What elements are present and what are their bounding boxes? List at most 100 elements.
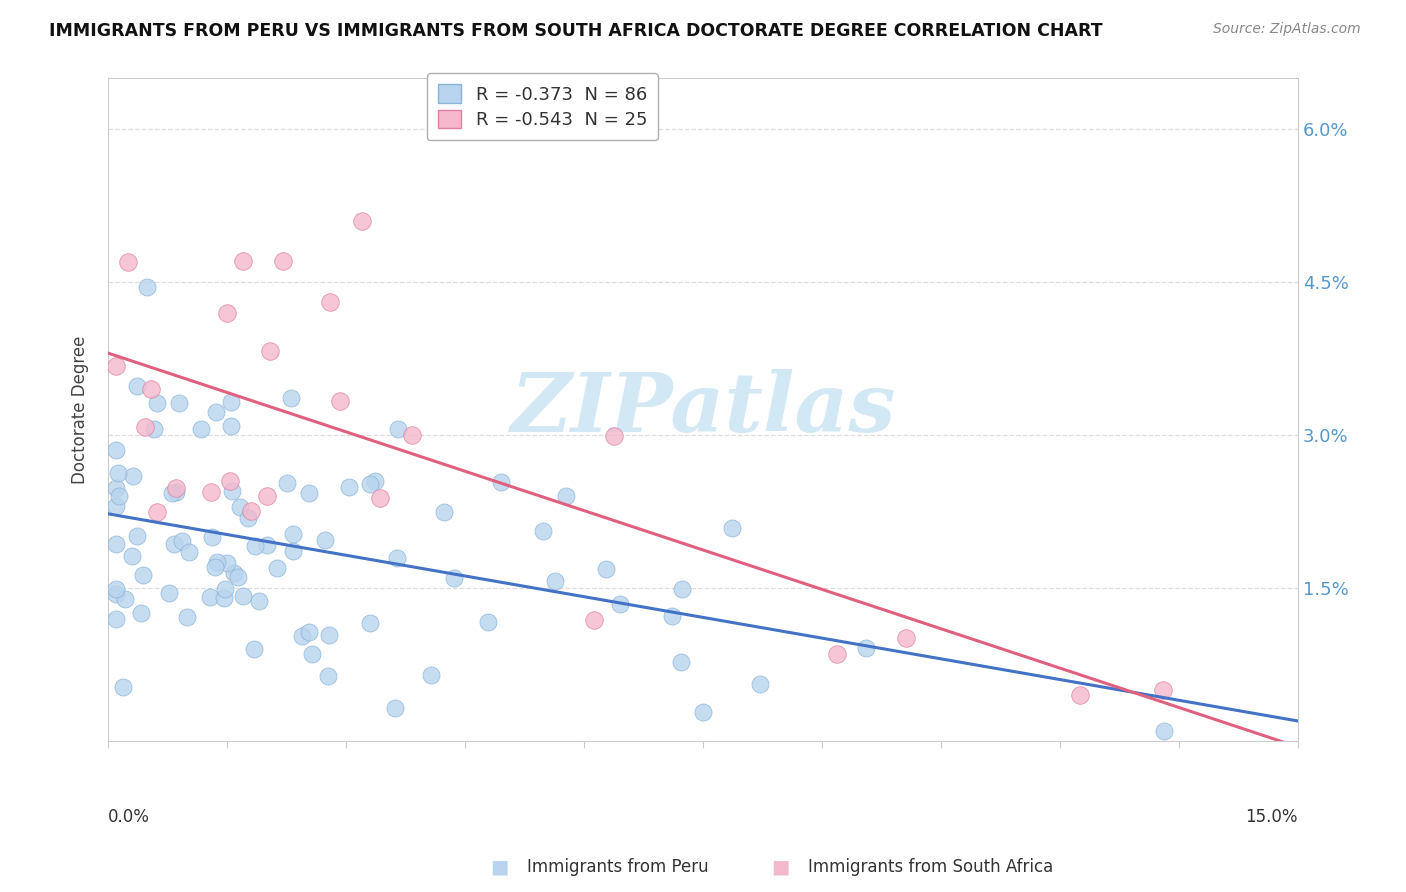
Point (121, 469, 143, 483)
Point (157, 586, 180, 600)
Point (669, 656, 692, 670)
Point (236, 511, 259, 525)
Point (165, 484, 187, 499)
Point (276, 475, 298, 490)
Point (259, 344, 281, 359)
Point (350, 213, 373, 227)
Point (215, 556, 238, 570)
Text: 0.0%: 0.0% (108, 807, 150, 826)
Point (894, 631, 917, 645)
Point (239, 504, 262, 518)
Point (139, 382, 162, 396)
Point (247, 594, 270, 608)
Text: ■: ■ (770, 857, 790, 877)
Text: ■: ■ (489, 857, 509, 877)
Point (219, 474, 242, 488)
Point (104, 582, 127, 596)
Point (127, 378, 149, 392)
Point (177, 545, 200, 559)
Point (146, 395, 169, 409)
Point (143, 422, 166, 436)
Point (232, 254, 254, 268)
Point (384, 701, 406, 715)
Point (419, 668, 441, 682)
Point (107, 467, 129, 481)
Point (491, 475, 513, 489)
Point (108, 489, 131, 503)
Point (214, 591, 236, 605)
Point (200, 484, 222, 499)
Point (555, 489, 578, 503)
Point (359, 477, 381, 491)
Point (204, 405, 226, 419)
Point (477, 615, 499, 630)
Point (256, 489, 278, 503)
Point (256, 538, 278, 552)
Point (329, 393, 352, 408)
Point (364, 474, 387, 488)
Point (232, 589, 254, 603)
Point (609, 597, 631, 611)
Point (104, 359, 127, 374)
Point (221, 484, 243, 499)
Point (104, 481, 127, 495)
Point (433, 505, 456, 519)
Point (314, 533, 336, 548)
Point (318, 627, 340, 641)
Point (129, 606, 152, 620)
Point (229, 500, 252, 514)
Point (112, 680, 135, 694)
Point (280, 391, 302, 405)
Point (224, 566, 246, 581)
Point (443, 571, 465, 585)
Point (104, 611, 127, 625)
Point (162, 485, 184, 500)
Point (176, 610, 198, 624)
Text: Immigrants from Peru: Immigrants from Peru (527, 858, 709, 876)
Point (316, 669, 339, 683)
Point (243, 642, 266, 657)
Point (855, 640, 877, 655)
Text: IMMIGRANTS FROM PERU VS IMMIGRANTS FROM SOUTH AFRICA DOCTORATE DEGREE CORRELATIO: IMMIGRANTS FROM PERU VS IMMIGRANTS FROM … (49, 22, 1102, 40)
Point (134, 420, 156, 434)
Point (748, 676, 770, 690)
Point (297, 624, 319, 639)
Point (104, 443, 127, 458)
Point (1152, 683, 1174, 698)
Point (319, 295, 342, 310)
Point (359, 615, 381, 630)
Legend: R = -0.373  N = 86, R = -0.543  N = 25: R = -0.373 N = 86, R = -0.543 N = 25 (427, 73, 658, 140)
Point (219, 395, 242, 409)
Text: ZIPatlas: ZIPatlas (510, 369, 896, 450)
Point (121, 549, 143, 563)
Point (825, 647, 848, 661)
Point (583, 613, 606, 627)
Point (221, 418, 243, 433)
Y-axis label: Doctorate Degree: Doctorate Degree (72, 335, 89, 483)
Point (104, 537, 127, 551)
Point (271, 254, 294, 268)
Point (125, 529, 148, 543)
Text: Source: ZipAtlas.com: Source: ZipAtlas.com (1213, 22, 1361, 37)
Point (226, 570, 249, 584)
Point (1153, 724, 1175, 739)
Point (214, 582, 236, 596)
Point (132, 568, 155, 582)
Point (167, 396, 190, 410)
Point (281, 527, 304, 541)
Point (387, 422, 409, 436)
Point (190, 421, 212, 435)
Point (200, 530, 222, 544)
Point (117, 255, 139, 269)
Point (104, 499, 127, 513)
Point (301, 648, 323, 662)
Point (1069, 688, 1091, 702)
Point (243, 539, 266, 553)
Point (661, 608, 683, 623)
Point (281, 544, 304, 558)
Point (298, 485, 321, 500)
Point (198, 591, 221, 605)
Point (163, 537, 186, 551)
Point (543, 574, 565, 589)
Point (368, 491, 391, 505)
